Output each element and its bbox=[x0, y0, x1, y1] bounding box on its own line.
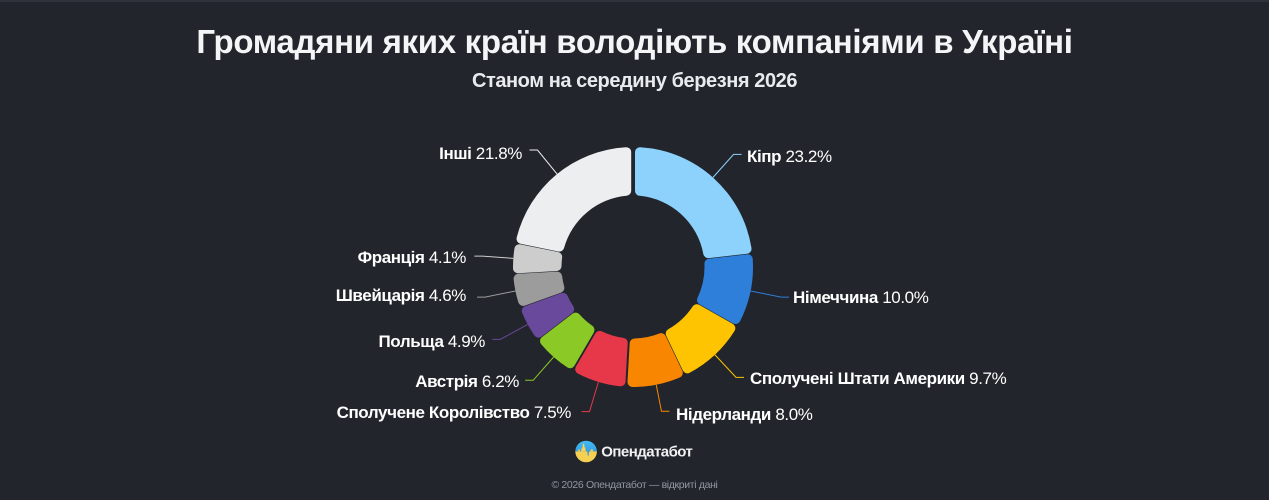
svg-text:Опендатабот: Опендатабот bbox=[601, 444, 692, 461]
